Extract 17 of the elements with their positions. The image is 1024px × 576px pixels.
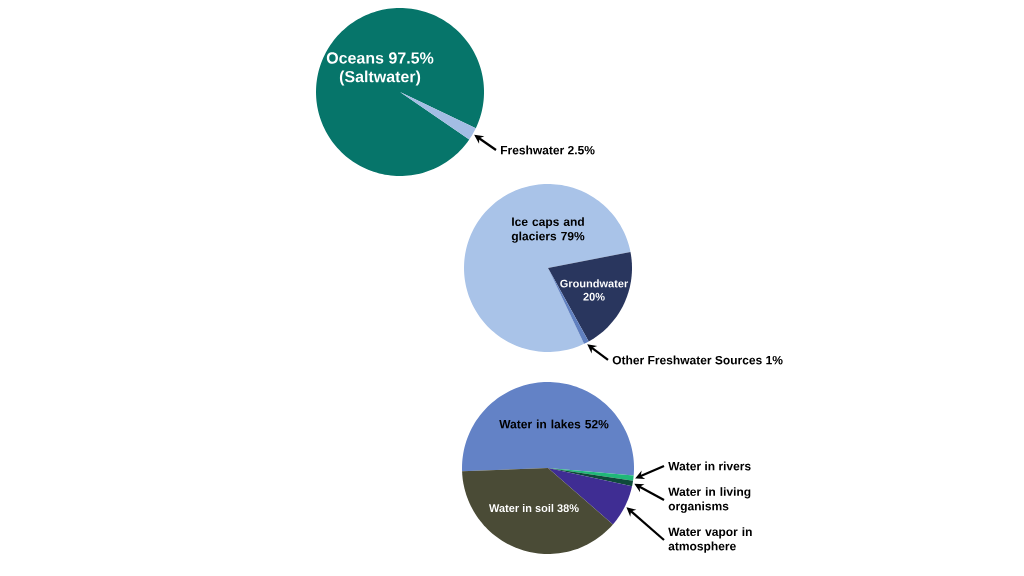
slice-label: Water in soil — [488, 503, 554, 513]
data-label: 20% — [583, 292, 605, 301]
slice-label: Water in lakes — [499, 419, 581, 429]
slice-label: Water vapor in atmosphere — [668, 527, 752, 553]
data-label: 97.5% — [389, 52, 434, 64]
slice-label: Water in living organisms — [668, 487, 751, 513]
slice-label: Water in rivers — [668, 461, 751, 471]
slice-label: Groundwater — [560, 279, 629, 288]
slice-label: Oceans — [326, 52, 384, 64]
text: (Saltwater) — [339, 70, 421, 86]
slice-label: Other Freshwater Sources — [612, 355, 762, 365]
data-label: 1% — [766, 355, 783, 365]
data-label: 2.5% — [567, 145, 595, 155]
slice-label: Freshwater — [501, 145, 565, 155]
data-label: 52% — [585, 419, 609, 429]
data-label: 38% — [557, 504, 579, 513]
data-label: 79% — [561, 231, 585, 241]
